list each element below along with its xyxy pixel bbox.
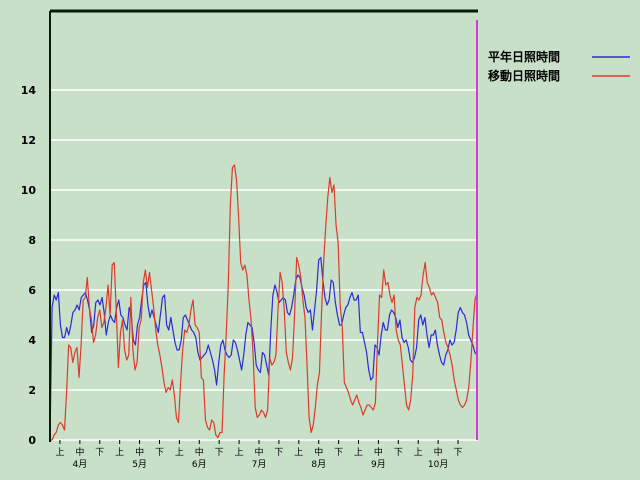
series-lines — [49, 164, 478, 441]
x-period-label: 中 — [75, 446, 84, 458]
x-period-label: 上 — [175, 447, 184, 458]
x-period-label: 上 — [55, 447, 64, 458]
x-period-label: 下 — [334, 448, 343, 458]
series-line-1 — [49, 256, 478, 441]
y-tick-label: 10 — [21, 184, 37, 197]
x-period-label: 下 — [274, 448, 283, 458]
legend-label: 平年日照時間 — [488, 49, 560, 64]
x-period-label: 中 — [195, 446, 204, 458]
x-period-label: 上 — [354, 447, 363, 458]
y-tick-label: 14 — [21, 84, 37, 97]
x-period-label: 上 — [235, 447, 244, 458]
x-period-label: 中 — [314, 446, 323, 458]
x-month-label: 4月 — [72, 459, 87, 470]
y-tick-label: 6 — [28, 284, 36, 297]
x-month-label: 6月 — [192, 459, 207, 470]
series-line-2 — [50, 164, 478, 441]
y-tick-label: 0 — [28, 434, 36, 447]
x-period-label: 中 — [434, 446, 443, 458]
x-month-label: 8月 — [311, 459, 326, 470]
x-period-label: 上 — [115, 447, 124, 458]
x-axis-month-labels: 4月 5月 6月 7月 8月 9月 10月 — [72, 459, 448, 470]
x-month-label: 9月 — [371, 459, 386, 470]
horizontal-gridlines — [50, 89, 478, 441]
x-period-label: 下 — [394, 448, 403, 458]
y-tick-label: 8 — [28, 234, 36, 247]
legend-label: 移動日照時間 — [488, 68, 560, 83]
x-period-label: 下 — [215, 448, 224, 458]
x-period-label: 中 — [374, 446, 383, 458]
x-month-label: 7月 — [252, 459, 267, 470]
x-period-label: 中 — [135, 446, 144, 458]
y-tick-label: 4 — [28, 334, 36, 347]
x-period-label: 下 — [454, 448, 463, 458]
y-axis-tick-labels: 0 2 4 6 8 10 12 14 — [21, 84, 37, 447]
x-month-label: 10月 — [428, 459, 448, 470]
x-month-label: 5月 — [132, 459, 147, 470]
x-period-label: 上 — [294, 447, 303, 458]
y-tick-label: 12 — [21, 134, 36, 147]
x-period-label: 下 — [95, 448, 104, 458]
x-period-label: 下 — [155, 448, 164, 458]
x-period-label: 中 — [254, 446, 263, 458]
x-axis-period-labels: 上中下上中下上中下上中下上中下上中下上中下 — [55, 440, 463, 458]
y-tick-label: 2 — [28, 384, 36, 397]
x-period-label: 上 — [414, 447, 423, 458]
